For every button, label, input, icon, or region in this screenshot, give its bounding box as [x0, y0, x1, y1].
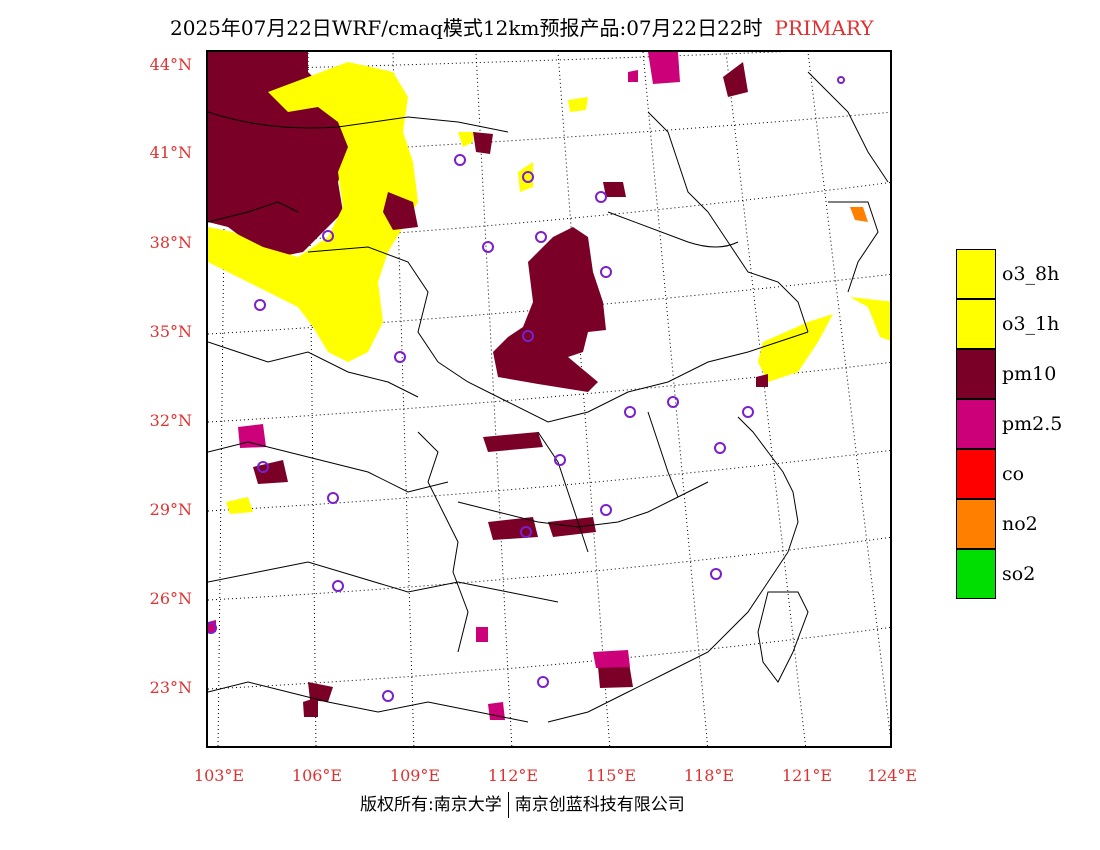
legend-label-no2: no2 — [1002, 513, 1038, 535]
lat-label-38: 38°N — [149, 233, 192, 252]
legend-item-o3-1h: o3_1h — [956, 299, 1096, 349]
boundaries — [208, 71, 889, 723]
longitude-gridlines — [217, 52, 890, 746]
legend-item-so2: so2 — [956, 549, 1096, 599]
legend-swatch-pm10 — [956, 349, 996, 399]
lon-label-121: 121°E — [781, 766, 833, 785]
legend-item-no2: no2 — [956, 499, 1096, 549]
map-canvas — [208, 52, 890, 746]
lon-label-118: 118°E — [683, 766, 735, 785]
pollution-patches — [208, 52, 890, 720]
legend-label-o3-8h: o3_8h — [1002, 263, 1060, 285]
title-main: 2025年07月22日WRF/cmaq模式12km预报产品:07月22日22时 — [170, 16, 763, 40]
lat-label-35: 35°N — [149, 322, 192, 341]
lat-label-41: 41°N — [149, 143, 192, 162]
legend-swatch-o3-8h — [956, 249, 996, 299]
lat-label-29: 29°N — [149, 500, 192, 519]
legend-label-so2: so2 — [1002, 563, 1036, 585]
map-title: 2025年07月22日WRF/cmaq模式12km预报产品:07月22日22时 P… — [170, 12, 874, 41]
lon-label-103: 103°E — [193, 766, 245, 785]
legend-item-pm10: pm10 — [956, 349, 1096, 399]
legend-swatch-so2 — [956, 549, 996, 599]
copyright-left: 版权所有:南京大学 — [360, 795, 502, 815]
legend-item-o3-8h: o3_8h — [956, 249, 1096, 299]
legend-item-co: co — [956, 449, 1096, 499]
copyright-separator — [507, 792, 509, 818]
legend-item-pm25: pm2.5 — [956, 399, 1096, 449]
lat-label-32: 32°N — [149, 411, 192, 430]
lat-label-26: 26°N — [149, 589, 192, 608]
lon-label-115: 115°E — [585, 766, 637, 785]
title-tag: PRIMARY — [774, 16, 874, 40]
legend-swatch-co — [956, 449, 996, 499]
lon-label-124: 124°E — [866, 766, 918, 785]
lon-label-109: 109°E — [389, 766, 441, 785]
legend-label-pm25: pm2.5 — [1002, 413, 1063, 435]
copyright-right: 南京创蓝科技有限公司 — [514, 795, 685, 815]
legend-label-o3-1h: o3_1h — [1002, 313, 1060, 335]
copyright: 版权所有:南京大学 南京创蓝科技有限公司 — [360, 790, 685, 818]
legend-swatch-o3-1h — [956, 299, 996, 349]
legend: o3_8h o3_1h pm10 pm2.5 co no2 so2 — [956, 249, 1096, 599]
lat-label-44: 44°N — [149, 55, 192, 74]
legend-label-co: co — [1002, 463, 1025, 485]
lon-label-106: 106°E — [291, 766, 343, 785]
map-frame — [206, 50, 892, 748]
lon-label-112: 112°E — [487, 766, 539, 785]
legend-label-pm10: pm10 — [1002, 363, 1057, 385]
station-markers — [208, 76, 845, 702]
legend-swatch-pm25 — [956, 399, 996, 449]
legend-swatch-no2 — [956, 499, 996, 549]
lat-label-23: 23°N — [149, 678, 192, 697]
